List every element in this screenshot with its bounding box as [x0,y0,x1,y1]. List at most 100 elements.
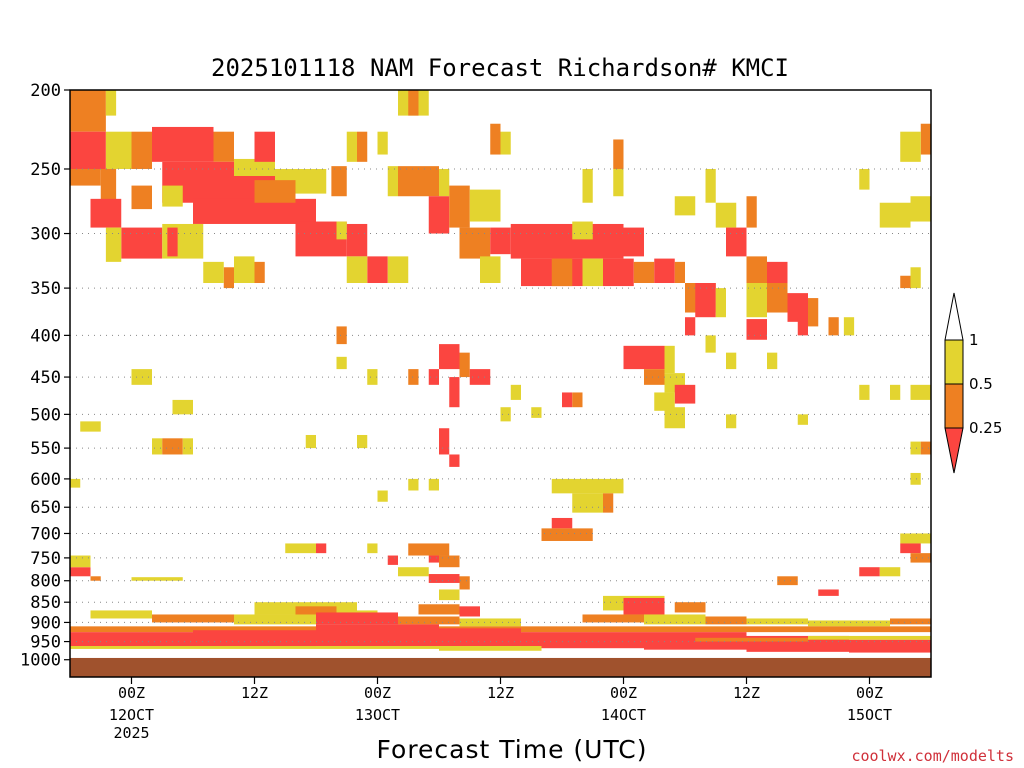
ri-cell [377,490,388,502]
ri-cell [767,261,788,284]
ri-cell [746,283,767,318]
ri-cell [879,567,901,577]
ri-cell [331,166,347,197]
y-tick-label: 800 [30,572,61,592]
ri-cell [316,624,439,647]
x-tick-date: 13OCT [355,706,400,724]
ground-layer [70,657,931,677]
ri-cell [70,567,91,577]
ri-cell [603,258,634,287]
ri-cell [70,131,106,169]
ri-cell [131,577,183,581]
legend-swatch-yellow [944,339,964,385]
ri-cell [439,646,542,651]
ri-cell [910,472,921,485]
ri-cell [613,139,624,169]
ri-cell [121,227,163,259]
ri-cell [357,131,368,162]
ri-cell [90,610,152,619]
ri-cell [808,298,819,327]
ri-cell [664,407,685,429]
ri-cell [551,517,573,529]
ri-cell [808,635,931,640]
y-tick-label: 300 [30,225,61,245]
y-tick-label: 750 [30,549,61,569]
ri-cell [490,227,511,255]
ri-cell [459,227,491,259]
ri-cell [346,256,368,284]
ri-cell [920,123,931,155]
legend-swatch-white [944,292,964,341]
ri-cell [105,131,132,169]
ri-cell [152,126,214,162]
ri-cell [367,543,378,554]
ri-cell [572,392,583,408]
ri-cell [428,478,439,491]
ri-cell [674,384,696,404]
legend-label: 1 [969,331,979,349]
ri-cell [105,227,122,262]
ri-cell [254,261,265,284]
ri-cell [664,345,675,374]
ri-cell [674,261,685,284]
ri-cell [633,261,655,284]
x-tick-label: 00Z [610,684,637,702]
ri-cell [316,612,398,625]
ri-cell [787,293,808,322]
ri-cell [551,258,573,287]
ri-cell [203,261,224,284]
ri-cell [521,632,644,649]
ri-cell [746,319,767,340]
ri-cell [654,258,675,284]
x-tick-date: 12OCT [109,706,154,724]
y-tick-label: 400 [30,326,61,346]
ri-cell [900,131,921,162]
ri-cell [172,399,193,415]
ri-cell [674,196,696,216]
ri-cell [685,317,696,336]
ri-cell [105,90,117,116]
ri-cell [695,283,716,318]
ri-cell [459,576,470,590]
ri-cell [213,131,234,162]
ri-cell [387,166,398,197]
ri-cell [305,434,316,449]
x-tick-year: 2025 [113,724,149,742]
ri-cell [746,256,767,284]
ri-cell [613,168,624,197]
ri-cell [510,223,624,259]
ri-cell [152,438,163,455]
ri-cell [408,369,419,385]
ri-cell [623,345,665,370]
ri-cell [859,567,880,577]
ri-cell [162,438,183,455]
y-tick-label: 200 [30,81,61,101]
y-tick-label: 450 [30,368,61,388]
ri-cell [367,256,388,284]
ri-cell [285,543,316,554]
credit-text: coolwx.com/modelts [851,747,1014,765]
ri-cell [623,227,644,257]
ri-cell [890,618,931,625]
ri-cell [182,438,193,455]
ri-cell [70,478,81,488]
ri-cell [674,602,706,613]
ri-cell [469,189,501,222]
ri-cell [900,533,931,544]
ri-cell [531,407,542,418]
ri-cell [346,223,368,257]
ri-cell [879,202,911,228]
ri-cell [910,267,921,289]
ri-cell [510,384,521,400]
ri-cell [603,493,614,513]
ri-cell [234,256,255,284]
ri-cell [408,543,450,556]
ri-cell [449,185,470,228]
x-tick-label: 00Z [856,684,883,702]
x-tick-date: 14OCT [601,706,646,724]
ri-cell [859,168,870,190]
ri-cell [428,574,460,583]
ri-cell [418,604,460,615]
ri-cell [70,632,193,648]
ri-cell [500,131,511,155]
